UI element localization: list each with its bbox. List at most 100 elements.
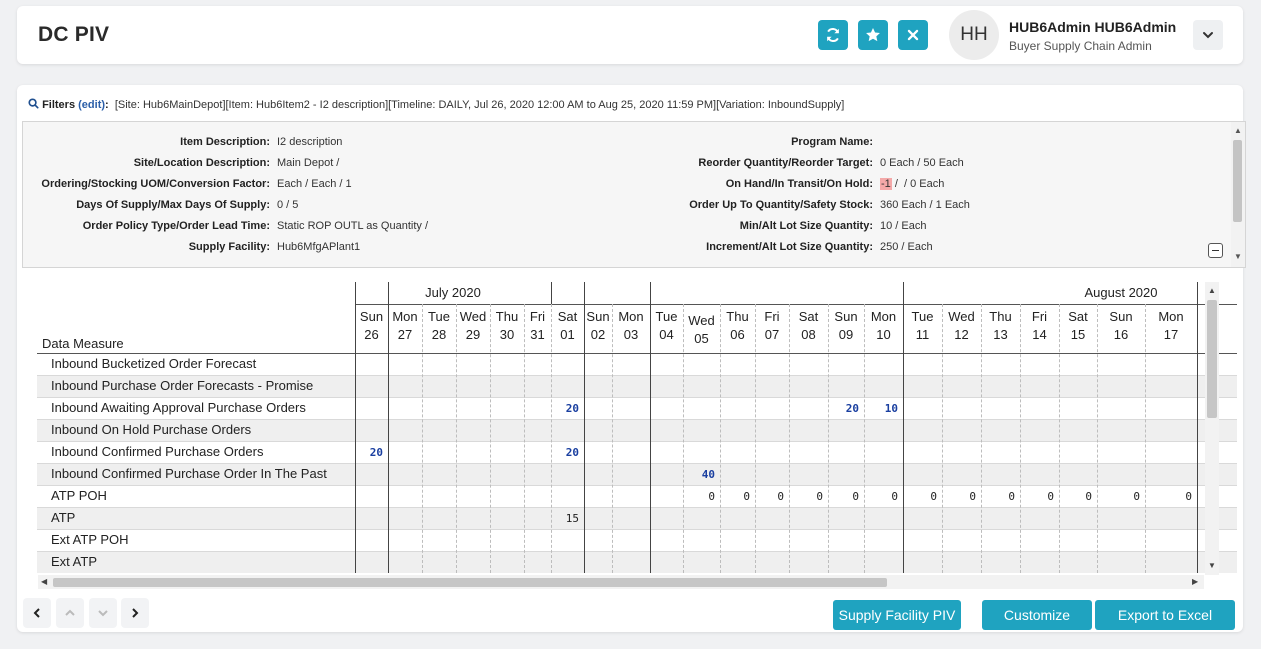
nav-right-button[interactable] xyxy=(121,598,149,628)
day-number: 11 xyxy=(915,327,930,342)
grid-cell-value[interactable]: 0 xyxy=(816,490,823,503)
data-grid: Inbound Bucketized Order Forecast Inbound… xyxy=(23,282,1237,573)
refresh-button[interactable] xyxy=(818,20,848,50)
table-row xyxy=(37,529,1237,551)
info-value: -1 / / 0 Each xyxy=(880,178,944,190)
day-of-week: Wed xyxy=(459,309,487,324)
day-of-week: Thu xyxy=(989,309,1012,324)
grid-cell-value[interactable]: 10 xyxy=(884,402,898,415)
info-label: Increment/Alt Lot Size Quantity: xyxy=(706,241,873,253)
scroll-up-icon[interactable]: ▲ xyxy=(1208,286,1216,295)
measure-column-header: Data Measure xyxy=(42,336,124,351)
day-of-week: Wed xyxy=(688,313,715,328)
grid-cell-value[interactable]: 0 xyxy=(1133,490,1140,503)
day-header: Thu 13 xyxy=(981,308,1020,344)
grid-cell-value[interactable]: 20 xyxy=(369,446,383,459)
day-header: Sun 02 xyxy=(584,308,612,344)
grid-cell-value[interactable]: 0 xyxy=(1185,490,1192,503)
day-of-week: Sat xyxy=(557,309,578,324)
info-value: 0 / 5 xyxy=(277,199,299,211)
day-of-week: Fri xyxy=(529,309,546,324)
grid-cell-value[interactable]: 0 xyxy=(1085,490,1092,503)
grid-horizontal-scrollbar[interactable]: ◀ ▶ xyxy=(38,575,1204,589)
filters-text: [Site: Hub6MainDepot][Item: Hub6Item2 - … xyxy=(114,99,845,111)
grid-cell-value[interactable]: 0 xyxy=(1047,490,1054,503)
grid-vertical-scrollbar[interactable]: ▲ ▼ xyxy=(1205,282,1219,575)
info-label: Reorder Quantity/Reorder Target: xyxy=(698,157,873,169)
info-label: Site/Location Description: xyxy=(133,157,270,169)
day-header: Tue 11 xyxy=(903,308,942,344)
grid-cell-value[interactable]: 20 xyxy=(565,446,579,459)
close-button[interactable] xyxy=(898,20,928,50)
nav-up-button[interactable] xyxy=(56,598,84,628)
avatar[interactable]: HH xyxy=(949,10,999,60)
minus-icon xyxy=(1212,249,1219,252)
export-to-excel-button[interactable]: Export to Excel xyxy=(1095,600,1235,630)
day-number: 17 xyxy=(1163,327,1179,342)
star-icon xyxy=(866,27,880,42)
info-value: I2 description xyxy=(277,136,343,148)
info-value: Main Depot / xyxy=(277,157,340,169)
day-header: Fri 14 xyxy=(1020,308,1059,344)
grid-cell-value[interactable]: 15 xyxy=(565,512,579,525)
day-header: Tue 28 xyxy=(422,308,456,344)
chevron-down-icon xyxy=(1203,32,1213,39)
row-label: Ext ATP POH xyxy=(51,532,129,547)
collapse-info-button[interactable] xyxy=(1208,243,1223,258)
day-header: Thu 06 xyxy=(720,308,755,344)
grid-cell-value[interactable]: 0 xyxy=(930,490,937,503)
scroll-right-icon[interactable]: ▶ xyxy=(1192,577,1199,586)
day-header: Wed 29 xyxy=(456,308,490,344)
info-scrollbar[interactable]: ▲ ▼ xyxy=(1231,122,1245,267)
table-row xyxy=(37,463,1237,485)
info-value: 250 / Each xyxy=(880,241,933,253)
day-number: 06 xyxy=(730,327,745,342)
nav-down-button[interactable] xyxy=(89,598,117,628)
info-value: Each / Each / 1 xyxy=(277,178,352,190)
grid-cell-value[interactable]: 0 xyxy=(852,490,859,503)
supply-facility-piv-button[interactable]: Supply Facility PIV xyxy=(833,600,961,630)
day-header: Tue 04 xyxy=(650,308,683,344)
close-icon xyxy=(907,29,919,41)
table-row xyxy=(37,419,1237,441)
scroll-up-icon[interactable]: ▲ xyxy=(1234,126,1242,135)
grid-cell-value[interactable]: 0 xyxy=(1008,490,1015,503)
grid-cell-value[interactable]: 20 xyxy=(845,402,859,415)
info-value: Static ROP OUTL as Quantity / xyxy=(277,220,428,232)
favorite-button[interactable] xyxy=(858,20,888,50)
filters-label: Filters xyxy=(42,99,76,111)
grid-cell-value[interactable]: 0 xyxy=(708,490,715,503)
day-number: 12 xyxy=(954,327,969,342)
chevron-up-icon xyxy=(65,609,75,616)
grid-cell-value[interactable]: 0 xyxy=(777,490,784,503)
grid-cell-value[interactable]: 40 xyxy=(701,468,715,481)
row-label: Inbound Awaiting Approval Purchase Order… xyxy=(51,400,306,415)
filters-edit-link[interactable]: (edit) xyxy=(78,99,106,111)
page-title: DC PIV xyxy=(38,23,110,46)
day-number: 28 xyxy=(431,327,447,342)
scroll-down-icon[interactable]: ▼ xyxy=(1234,252,1242,261)
info-value: 0 Each / 50 Each xyxy=(880,157,964,169)
day-of-week: Sun xyxy=(359,309,384,324)
scroll-down-icon[interactable]: ▼ xyxy=(1208,561,1216,570)
grid-cell-value[interactable]: 0 xyxy=(743,490,750,503)
nav-left-button[interactable] xyxy=(23,598,51,628)
user-menu-button[interactable] xyxy=(1193,20,1223,50)
day-number: 10 xyxy=(876,327,891,342)
grid-cell-value[interactable]: 20 xyxy=(565,402,579,415)
day-number: 26 xyxy=(364,327,379,342)
info-label: Min/Alt Lot Size Quantity: xyxy=(739,220,873,232)
day-of-week: Thu xyxy=(726,309,749,324)
day-number: 31 xyxy=(530,327,545,342)
customize-button[interactable]: Customize xyxy=(982,600,1092,630)
info-label: Order Up To Quantity/Safety Stock: xyxy=(689,199,873,211)
info-label: Order Policy Type/Order Lead Time: xyxy=(82,220,270,232)
row-label: ATP xyxy=(51,510,76,525)
table-row xyxy=(37,507,1237,529)
day-of-week: Sun xyxy=(586,309,610,324)
day-header: Mon 03 xyxy=(612,308,650,344)
day-of-week: Mon xyxy=(870,309,897,324)
scroll-left-icon[interactable]: ◀ xyxy=(41,577,48,586)
grid-cell-value[interactable]: 0 xyxy=(891,490,898,503)
grid-cell-value[interactable]: 0 xyxy=(969,490,976,503)
